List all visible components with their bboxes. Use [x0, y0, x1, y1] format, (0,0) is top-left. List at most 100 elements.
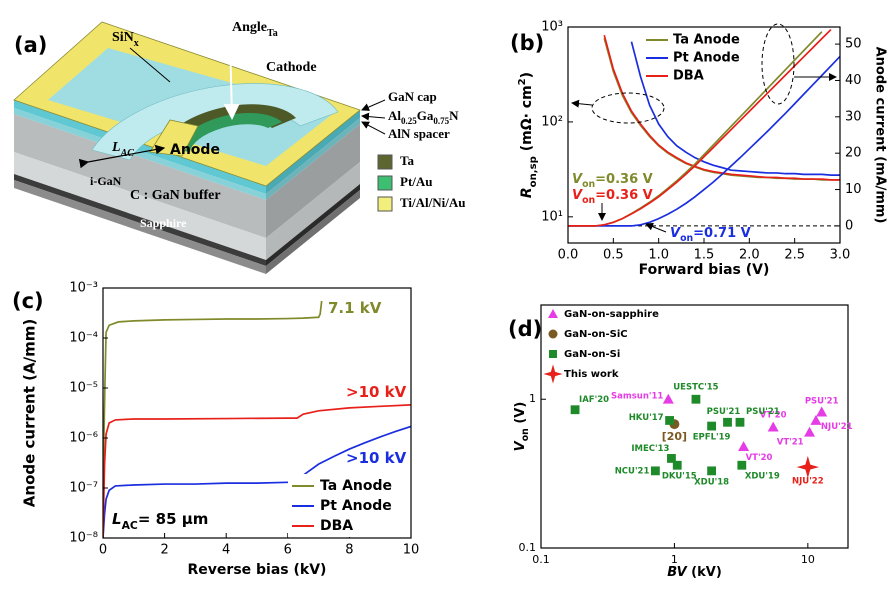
label-part: ): [519, 72, 535, 78]
point-label: UESTC'15: [673, 383, 718, 393]
point-label: PSU'21: [805, 397, 839, 407]
label-part: 0.25: [401, 116, 417, 126]
layer-front: [14, 174, 266, 266]
data-point: [665, 416, 674, 425]
gan-cap-label: GaN cap: [388, 89, 437, 104]
label-part: on: [582, 179, 595, 190]
panel-label: (d): [508, 317, 542, 341]
data-point: [804, 426, 816, 437]
layer-side: [266, 184, 360, 266]
legend-label: Pt/Au: [400, 174, 433, 189]
legend-label: Pt Anode: [673, 51, 740, 66]
aln-pointer: [361, 121, 386, 135]
layer-side: [266, 190, 360, 274]
data-point: [738, 441, 750, 452]
y-tick-label: 10⁻⁸: [69, 531, 98, 546]
label-part: Al: [388, 108, 401, 123]
layer-front: [14, 114, 266, 238]
data-point: [667, 454, 676, 463]
plot-lines: [103, 300, 411, 538]
legend-label: Ti/Al/Ni/Au: [400, 195, 466, 210]
nucleation-label: Nucleation: [40, 210, 96, 224]
x-tick-label: 2: [160, 543, 168, 558]
y-tick-label: 30: [845, 109, 862, 124]
angle-label: AngleTa: [232, 20, 278, 39]
y-tick-label: 1: [529, 392, 536, 405]
label-part: Ga: [417, 108, 434, 123]
y-axis-label: Anode current (A/mm): [21, 319, 39, 507]
point-label: DKU'15: [662, 472, 697, 482]
data-point: [810, 414, 822, 425]
point-label: VT'20: [760, 411, 787, 421]
data-point: [767, 421, 779, 432]
annotation: Von=0.71 V: [670, 226, 751, 245]
y-tick-label: 10⁻⁴: [69, 331, 98, 346]
igan-label: i-GaN: [90, 174, 122, 188]
y-axis-label: Ron,sp (mΩ· cm2): [517, 72, 539, 198]
plot-lines: [568, 28, 840, 227]
label-part: on: [680, 233, 693, 244]
algan-label: Al0.25Ga0.75N: [388, 108, 459, 126]
legend-marker: [549, 350, 557, 358]
point-label: XDU'18: [694, 477, 729, 487]
legend-label: DBA: [673, 69, 704, 84]
legend-label: Ta Anode: [673, 33, 740, 48]
label-part: L: [112, 510, 122, 528]
layer-side: [266, 118, 360, 200]
legend-marker: [543, 364, 563, 384]
legend-label: GaN-on-SiC: [564, 329, 628, 340]
x-tick-label: 8: [345, 543, 353, 558]
x-tick-label: 1.0: [648, 248, 669, 263]
legend-label: DBA: [320, 518, 353, 534]
sinx-pointer: [129, 47, 171, 83]
cathode-label: Cathode: [266, 60, 317, 75]
label-part: BV: [667, 565, 687, 580]
annotation: >10 kV: [346, 449, 407, 467]
sinx-label: SiNx: [112, 30, 139, 49]
label-part: (mΩ· cm: [519, 85, 535, 156]
x-tick-label: 0: [99, 543, 107, 558]
callout-ellipse: [591, 92, 665, 124]
annotation: 7.1 kV: [328, 299, 382, 317]
label-part: =0.71 V: [693, 226, 751, 241]
x-tick-label: 1.5: [694, 248, 715, 263]
y-tick-label: 10¹: [541, 209, 563, 224]
point-label: Samsun'11: [611, 392, 663, 402]
point-label: NCU'21: [615, 466, 650, 476]
point-label: PSU'21: [746, 407, 780, 417]
label-part: R: [519, 187, 535, 198]
y-tick-label: 40: [845, 73, 862, 88]
layer-front: [14, 152, 266, 260]
annotation: Von=0.36 V: [572, 188, 653, 207]
label-part: on: [582, 195, 595, 206]
legend-marker: [548, 309, 558, 318]
y-tick-label: 10⁻⁵: [69, 381, 98, 396]
lac-arrow: [78, 144, 166, 169]
label-part: >10 kV: [346, 449, 407, 467]
legend-label: This work: [564, 369, 619, 380]
data-point: [707, 421, 717, 431]
data-point: [691, 394, 701, 404]
label-part: (kV): [687, 565, 722, 580]
point-label: VT'20: [746, 453, 773, 463]
aln-label: AlN spacer: [388, 126, 450, 141]
legend-swatch: [377, 175, 393, 191]
point-label: VT'21: [777, 438, 804, 448]
y-tick-label: 10: [845, 182, 862, 197]
y-tick-label: 10⁻⁶: [69, 431, 98, 446]
data-point: [570, 405, 580, 415]
y-tick-label: 0.1: [519, 541, 537, 554]
device-diagram: (a) SiNx AngleTa Cathode GaN cap Al0.25G…: [13, 20, 466, 274]
data-line: [568, 28, 832, 227]
x-tick-label: 1: [671, 553, 678, 566]
legend-label: GaN-on-Si: [564, 349, 620, 360]
panel-label: (a): [14, 33, 47, 57]
x-axis-label: Reverse bias (kV): [188, 562, 327, 578]
data-line: [103, 300, 323, 538]
legend-marker: [548, 329, 558, 339]
legend-label: Ta: [400, 153, 414, 168]
x-tick-label: 0.0: [558, 248, 579, 263]
y-tick-label: 20: [845, 146, 862, 161]
data-line: [103, 404, 411, 538]
